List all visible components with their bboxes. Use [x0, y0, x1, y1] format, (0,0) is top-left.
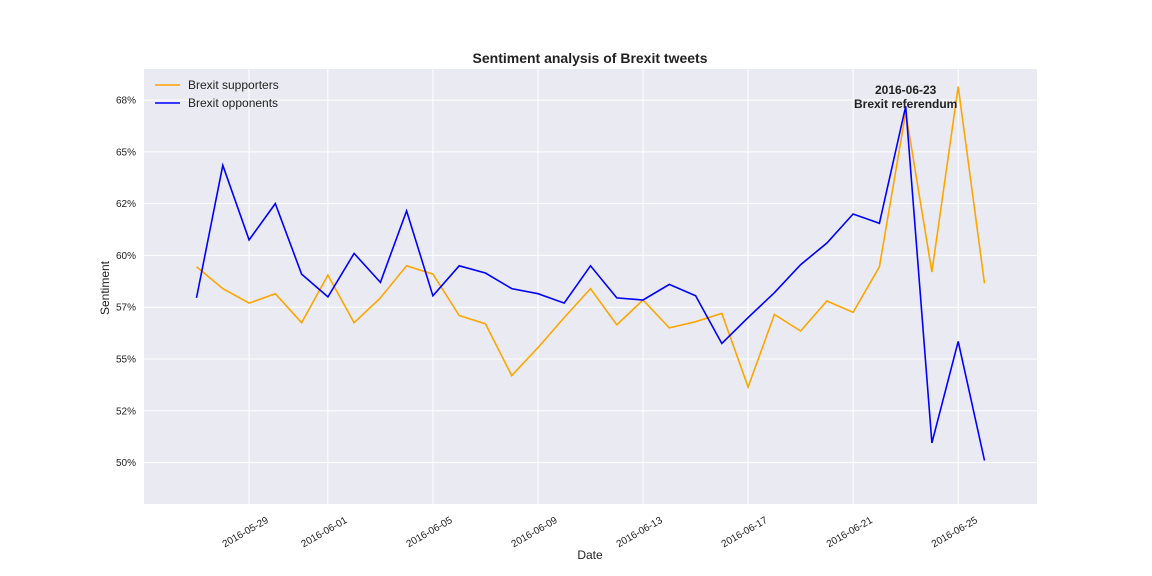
- y-tick-label: 50%: [116, 458, 136, 469]
- series-lines: [195, 86, 986, 461]
- x-tick-label: 2016-06-09: [510, 515, 560, 550]
- y-tick-label: 55%: [116, 355, 136, 366]
- y-tick-label: 68%: [116, 96, 136, 107]
- x-tick-label: 2016-06-01: [300, 515, 350, 550]
- y-tick-label: 57%: [116, 303, 136, 314]
- plot-background: [144, 69, 1037, 504]
- x-tick-label: 2016-06-17: [720, 515, 770, 550]
- y-tick-label: 62%: [116, 199, 136, 210]
- y-tick-label: 65%: [116, 147, 136, 158]
- x-axis: 2016-05-29 2016-06-01 2016-06-05 2016-06-09…: [221, 515, 980, 550]
- x-axis-label: Date: [577, 548, 603, 562]
- series-line-0: [195, 86, 986, 390]
- x-tick-label: 2016-06-13: [615, 515, 665, 550]
- series-line-1: [195, 106, 986, 461]
- chart-title: Sentiment analysis of Brexit tweets: [473, 50, 708, 66]
- x-tick-label: 2016-06-21: [825, 515, 875, 550]
- legend: Brexit supporters Brexit opponents: [155, 78, 279, 110]
- x-tick-label: 2016-06-05: [405, 515, 455, 550]
- y-tick-label: 52%: [116, 406, 136, 417]
- legend-label: Brexit opponents: [188, 96, 278, 110]
- y-axis-label: Sentiment: [98, 260, 112, 315]
- y-tick-label: 60%: [116, 251, 136, 262]
- legend-label: Brexit supporters: [188, 78, 279, 92]
- plot-area: [144, 69, 1037, 504]
- x-tick-label: 2016-05-29: [221, 515, 271, 550]
- y-axis: 50% 52% 55% 57% 60% 62% 65% 68%: [116, 96, 136, 470]
- annotation-text: 2016-06-23: [875, 83, 937, 97]
- annotation-text: Brexit referendum: [854, 97, 957, 111]
- x-tick-label: 2016-06-25: [930, 515, 980, 550]
